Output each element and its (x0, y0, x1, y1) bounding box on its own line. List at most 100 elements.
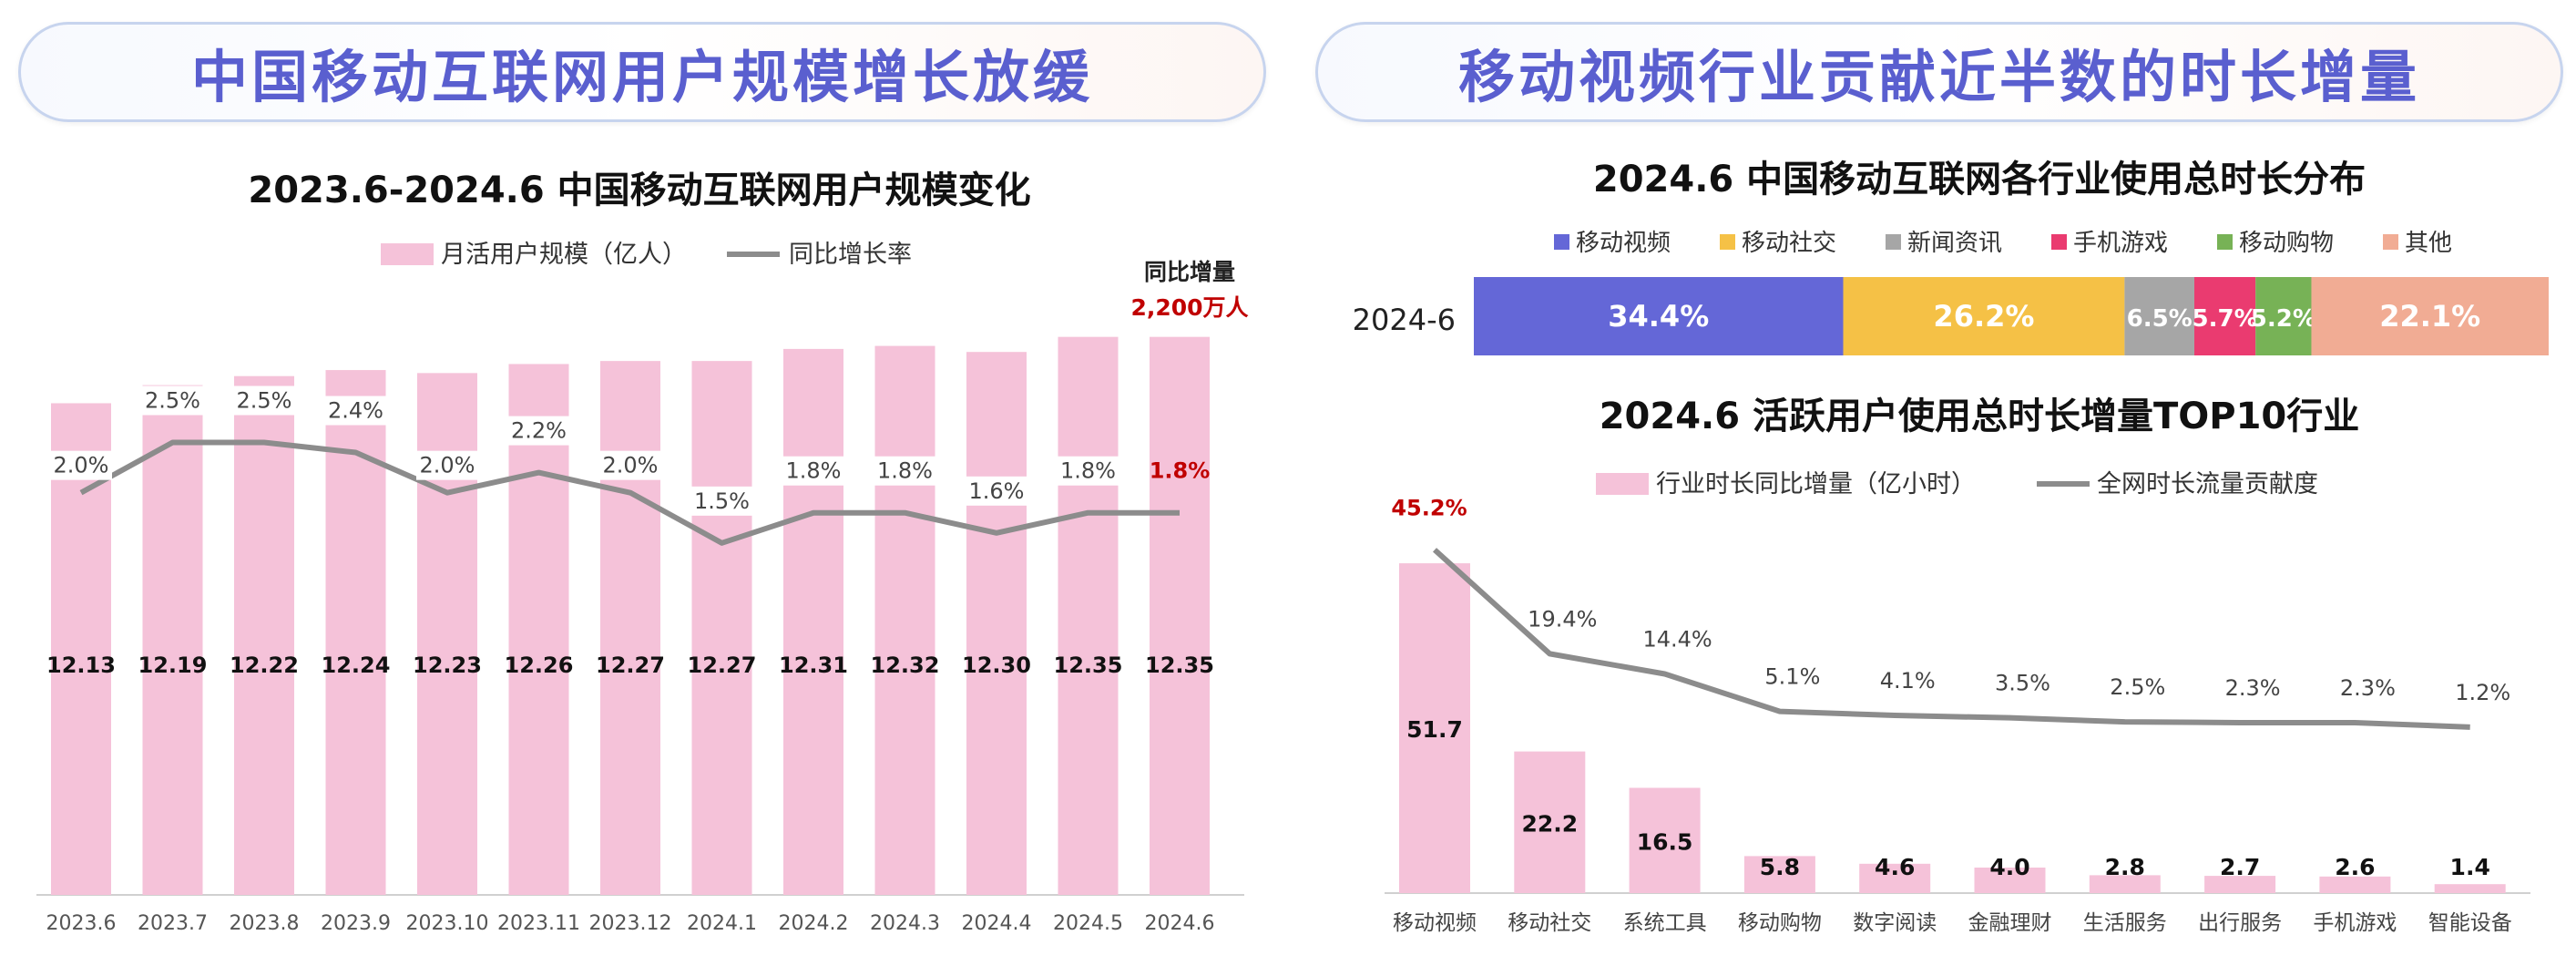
chart1-bar (691, 361, 752, 895)
chart2-segment-label: 5.7% (2193, 305, 2258, 333)
chart2-segment-label: 34.4% (1608, 299, 1709, 334)
chart2-legend-swatch (1720, 234, 1735, 250)
chart1-x-tick-label: 2024.4 (962, 912, 1032, 935)
chart2-legend-label: 移动视频 (1576, 230, 1671, 257)
chart2-category-label: 2024-6 (1353, 303, 1456, 337)
chart1-bar-value-label: 12.35 (1054, 653, 1123, 678)
chart3-x-tick-label: 金融理财 (1968, 911, 2052, 935)
chart1-line-value-label: 1.6% (969, 478, 1025, 504)
chart1-line-value-label: 2.0% (54, 453, 109, 478)
chart3-line-value-label: 5.1% (1764, 664, 1820, 690)
chart1-x-tick-label: 2024.6 (1145, 912, 1215, 935)
chart3-bar-value-label: 1.4 (2450, 854, 2490, 880)
chart1-title: 2023.6-2024.6 中国移动互联网用户规模变化 (248, 170, 1030, 211)
chart3-bar (1629, 787, 1701, 893)
chart3-legend-bar-swatch (1596, 473, 1649, 495)
chart1-line-value-label: 2.2% (511, 418, 567, 444)
chart3-x-tick-label: 系统工具 (1623, 911, 1707, 935)
chart1-bar (874, 345, 935, 896)
chart3-x-tick-label: 移动视频 (1393, 911, 1477, 935)
chart2-segment (2311, 277, 2549, 355)
chart1-bar-value-label: 12.24 (322, 653, 391, 678)
chart1-x-tick-label: 2023.12 (589, 912, 672, 935)
chart2-segment (2255, 277, 2312, 355)
right-header-title: 移动视频行业贡献近半数的时长增量 (1457, 44, 2420, 110)
chart3-bar-value-label: 4.6 (1875, 854, 1915, 880)
chart1-line-value-label: 2.0% (420, 453, 475, 478)
chart1-line-value-label: 1.5% (694, 488, 750, 514)
chart1-line-value-label: 2.4% (328, 398, 383, 424)
chart2-segment (2193, 277, 2256, 355)
chart2-legend-label: 其他 (2405, 230, 2452, 257)
chart3-bar (2434, 884, 2506, 893)
chart1-bar (508, 364, 569, 895)
chart1-bar-value-label: 12.26 (505, 653, 574, 678)
chart2-title: 2024.6 中国移动互联网各行业使用总时长分布 (1593, 159, 2366, 200)
chart3-bar-value-label: 5.8 (1760, 854, 1800, 880)
chart1-legend-line-label: 同比增长率 (789, 241, 912, 269)
chart1-x-tick-label: 2024.3 (870, 912, 940, 935)
chart1-x-tick-label: 2024.1 (687, 912, 757, 935)
chart3-x-tick-label: 移动社交 (1508, 911, 1591, 935)
chart2-segment-label: 5.2% (2251, 305, 2316, 333)
chart1-x-tick-label: 2023.10 (406, 912, 489, 935)
chart1-x-tick-label: 2023.8 (230, 912, 300, 935)
chart3-line-value-label: 2.3% (2340, 675, 2396, 701)
chart1-bar-value-label: 12.13 (46, 653, 116, 678)
chart3-bar-value-label: 2.7 (2220, 854, 2260, 880)
chart1-bar-value-label: 12.19 (138, 653, 208, 678)
chart1-x-tick-label: 2024.2 (779, 912, 849, 935)
chart3-x-tick-label: 手机游戏 (2313, 911, 2397, 935)
chart2-segment-label: 26.2% (1933, 299, 2034, 334)
chart1-line-value-label: 1.8% (877, 458, 933, 484)
chart3-bar (1399, 563, 1470, 893)
chart1-line-label-bg (507, 416, 570, 446)
chart3-bar-value-label: 2.8 (2105, 854, 2145, 880)
chart1-line-label-bg (233, 385, 295, 416)
left-header-pill: 中国移动互联网用户规模增长放缓 (18, 22, 1266, 122)
chart3-line-value-label: 3.5% (1995, 671, 2050, 696)
chart1-line-label-bg (782, 456, 844, 486)
chart1-line-value-label: 1.8% (1060, 458, 1116, 484)
chart1-line-value-label: 1.8% (1150, 458, 1211, 484)
chart1-x-tick-label: 2023.9 (321, 912, 391, 935)
chart3-legend-bar-label: 行业时长同比增量（亿小时） (1656, 470, 1976, 498)
chart1-line-label-bg (141, 385, 204, 416)
chart3-line-value-label: 2.5% (2110, 674, 2165, 700)
chart2-segment (2124, 277, 2194, 355)
chart1-bar-value-label: 12.27 (688, 653, 757, 678)
chart1-bar-value-label: 12.35 (1145, 653, 1214, 678)
chart1-bar (966, 352, 1027, 895)
chart3-bar (1514, 751, 1586, 893)
chart3-legend-line-label: 全网时长流量贡献度 (2097, 470, 2318, 498)
chart1-bar (51, 403, 111, 896)
chart2-legend-swatch (1554, 234, 1569, 250)
chart2-segment-label: 22.1% (2379, 299, 2480, 334)
chart3-x-tick-label: 智能设备 (2428, 911, 2512, 935)
chart1-annotation-title: 同比增量 (1144, 259, 1235, 285)
chart1-line-label-bg (1057, 456, 1119, 486)
chart3-bar (1743, 856, 1815, 893)
chart3-x-tick-label: 出行服务 (2198, 911, 2282, 935)
chart3-bar-value-label: 51.7 (1406, 716, 1463, 743)
chart3-bar (1859, 863, 1931, 893)
chart1-bar-value-label: 12.30 (962, 653, 1031, 678)
chart1-growth-line (79, 439, 1180, 546)
chart1-legend-bar-swatch (381, 243, 434, 265)
chart2-legend-label: 手机游戏 (2073, 230, 2168, 257)
chart1-line-label-bg (966, 476, 1027, 506)
chart3-bar-value-label: 4.0 (1989, 854, 2029, 880)
chart3-line-value-label: 2.3% (2225, 675, 2281, 701)
chart1-x-tick-label: 2023.11 (497, 912, 580, 935)
chart2-legend-label: 新闻资讯 (1907, 230, 2002, 257)
chart1-bar (325, 370, 386, 895)
chart1-bar-value-label: 12.22 (230, 653, 299, 678)
chart2-segment-label: 6.5% (2127, 305, 2193, 333)
chart3-bar (2204, 876, 2276, 893)
chart1-bar-value-label: 12.31 (779, 653, 848, 678)
chart1-line-value-label: 2.0% (603, 453, 659, 478)
chart1-line-label-bg (50, 450, 112, 480)
chart3-line-value-label: 1.2% (2455, 680, 2510, 705)
chart2-legend-label: 移动社交 (1742, 230, 1836, 257)
